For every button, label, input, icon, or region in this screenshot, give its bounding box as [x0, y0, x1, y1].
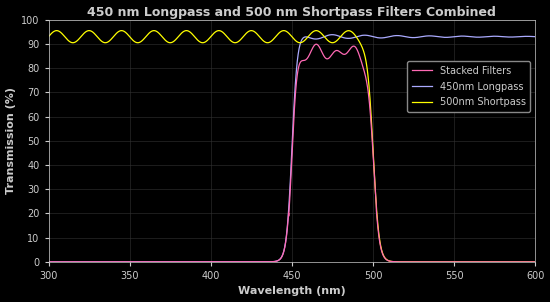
- 450nm Longpass: [158, 260, 165, 264]
- 450nm Longpass: [532, 35, 538, 38]
- 450nm Longpass: [45, 260, 52, 264]
- 500nm Shortpass: [229, 40, 235, 43]
- Legend: Stacked Filters, 450nm Longpass, 500nm Shortpass: Stacked Filters, 450nm Longpass, 500nm S…: [408, 61, 530, 112]
- Stacked Filters: [161, 260, 167, 264]
- Stacked Filters: [163, 260, 170, 264]
- 450nm Longpass: [528, 35, 535, 38]
- Title: 450 nm Longpass and 500 nm Shortpass Filters Combined: 450 nm Longpass and 500 nm Shortpass Fil…: [87, 5, 496, 18]
- Stacked Filters: [263, 260, 270, 264]
- Y-axis label: Transmission (%): Transmission (%): [6, 87, 15, 194]
- 500nm Shortpass: [158, 34, 165, 38]
- 450nm Longpass: [163, 260, 170, 264]
- 500nm Shortpass: [53, 29, 60, 32]
- 450nm Longpass: [229, 260, 235, 264]
- Line: 450nm Longpass: 450nm Longpass: [48, 35, 535, 262]
- Line: Stacked Filters: Stacked Filters: [48, 44, 535, 262]
- 500nm Shortpass: [163, 40, 170, 43]
- Stacked Filters: [528, 260, 535, 264]
- 500nm Shortpass: [161, 37, 168, 41]
- 500nm Shortpass: [528, 260, 535, 264]
- Stacked Filters: [158, 260, 165, 264]
- Stacked Filters: [45, 260, 52, 264]
- Stacked Filters: [229, 260, 235, 264]
- Stacked Filters: [313, 42, 320, 46]
- 450nm Longpass: [161, 260, 167, 264]
- 500nm Shortpass: [263, 41, 270, 44]
- Line: 500nm Shortpass: 500nm Shortpass: [48, 31, 535, 262]
- 500nm Shortpass: [45, 35, 52, 38]
- 500nm Shortpass: [532, 260, 538, 264]
- 450nm Longpass: [263, 260, 270, 264]
- Stacked Filters: [532, 260, 538, 264]
- 450nm Longpass: [329, 33, 336, 37]
- X-axis label: Wavelength (nm): Wavelength (nm): [238, 286, 346, 297]
